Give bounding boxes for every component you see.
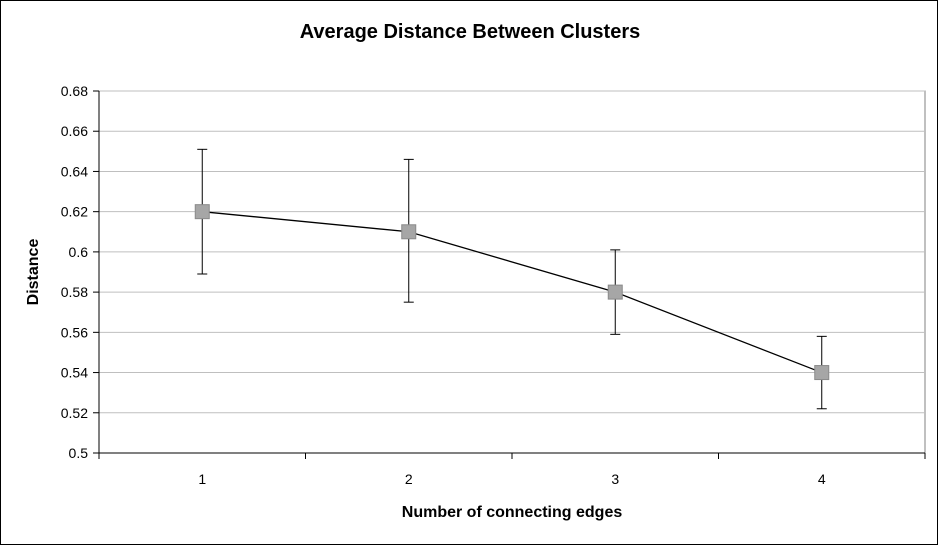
plot-area <box>98 90 926 454</box>
y-tick-label: 0.64 <box>61 163 88 179</box>
y-tick-label: 0.58 <box>61 284 88 300</box>
y-tick-label: 0.56 <box>61 324 88 340</box>
chart-title: Average Distance Between Clusters <box>300 21 641 43</box>
x-axis: 1 2 3 4 <box>98 452 926 487</box>
y-tick-label: 0.54 <box>61 365 88 381</box>
y-axis-label: Distance <box>25 239 42 306</box>
x-tick-label: 3 <box>611 471 619 487</box>
gridlines <box>99 90 925 414</box>
data-point <box>607 284 623 300</box>
y-tick-label: 0.62 <box>61 204 88 220</box>
x-tick-label: 4 <box>818 471 826 487</box>
x-tick-label: 2 <box>405 471 413 487</box>
series-line <box>202 211 822 374</box>
data-point <box>401 224 417 240</box>
x-axis-label: Number of connecting edges <box>402 504 623 521</box>
y-tick-label: 0.68 <box>61 83 88 99</box>
data-point <box>814 365 830 381</box>
y-tick-label: 0.6 <box>69 244 89 260</box>
series-group <box>194 148 830 410</box>
y-tick-label: 0.66 <box>61 123 88 139</box>
y-axis: 0.68 0.66 0.64 0.62 0.6 0.58 0.56 0.54 0.52 0.5 <box>61 83 100 461</box>
y-tick-label: 0.5 <box>69 445 89 461</box>
y-tick-label: 0.52 <box>61 405 88 421</box>
data-point <box>194 204 210 220</box>
x-tick-label: 1 <box>198 471 206 487</box>
